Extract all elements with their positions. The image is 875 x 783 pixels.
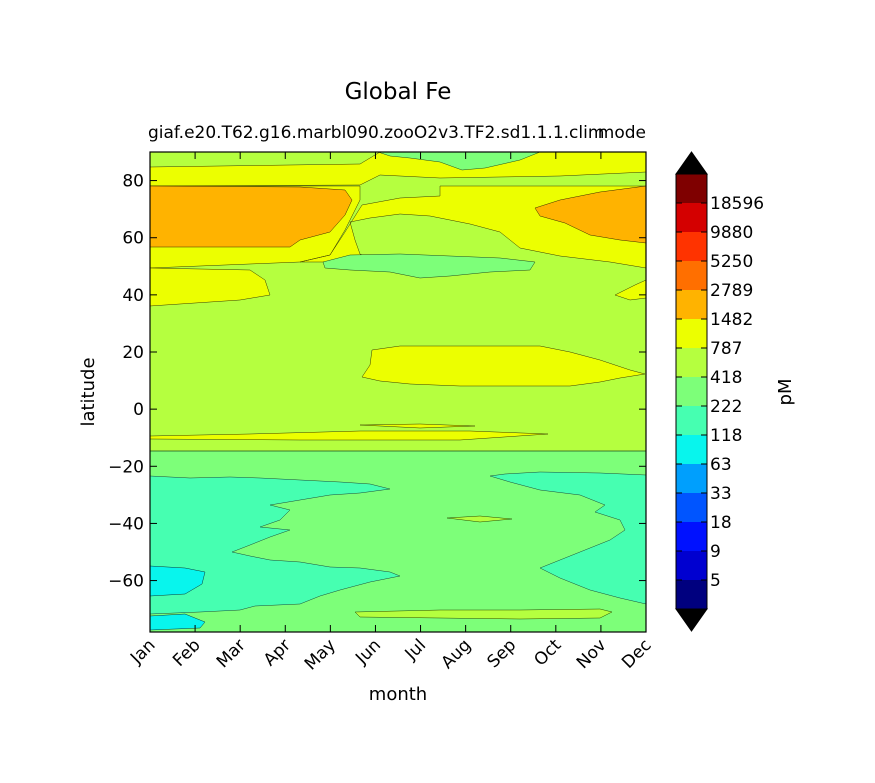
colorbar-level-label: 418 [710, 368, 742, 388]
colorbar-swatch [676, 261, 707, 290]
contour-787-1482-equator [150, 430, 549, 441]
y-axis-label: latitude [78, 357, 99, 426]
x-tick-label-mar: Mar [213, 635, 250, 672]
x-tick-label-jul: Jul [401, 635, 430, 664]
x-tick-label-nov: Nov [573, 635, 611, 673]
colorbar-swatch [676, 290, 707, 319]
colorbar-arrow-bottom [675, 608, 708, 632]
x-axis-label: month [369, 684, 427, 705]
contour-118-222-east [489, 471, 646, 605]
colorbar-level-label: 222 [710, 397, 742, 417]
colorbar-level-label: 118 [710, 426, 742, 446]
x-tick-label-sep: Sep [483, 635, 520, 672]
x-tick-label-apr: Apr [260, 635, 295, 670]
contour-418-787-aug [446, 515, 513, 523]
colorbar-arrow-top [675, 151, 708, 175]
contour-222-418-lens [322, 253, 536, 279]
colorbar-swatch [676, 319, 707, 348]
colorbar-level-label: 33 [710, 484, 732, 504]
contour-787-1482-equator-thin [359, 423, 476, 429]
y-tick-label: −20 [108, 457, 144, 477]
x-tick-label-dec: Dec [618, 635, 655, 672]
colorbar-level-label: 9 [710, 542, 721, 562]
colorbar-swatch [676, 464, 707, 493]
colorbar-swatch [676, 493, 707, 522]
x-tick-label-oct: Oct [530, 635, 565, 670]
chart-title: Global Fe [345, 79, 452, 105]
colorbar-label: pM [775, 379, 796, 406]
contour-787-1482-mid-west [150, 267, 271, 307]
colorbar-swatch [676, 203, 707, 232]
colorbar-level-label: 2789 [710, 281, 753, 301]
colorbar-swatch [676, 348, 707, 377]
y-tick-label: 80 [122, 172, 144, 192]
contour-1482-2789-east [534, 185, 646, 244]
colorbar-level-label: 9880 [710, 223, 753, 243]
colorbar-level-label: 63 [710, 455, 732, 475]
chart-subtitle-right: mode [598, 123, 646, 143]
y-tick-label: −40 [108, 514, 144, 534]
colorbar-swatch [676, 580, 707, 609]
y-axis: 80 60 40 20 0 −20 −40 −60 [108, 172, 646, 592]
y-tick-label: 0 [133, 400, 144, 420]
colorbar-swatch [676, 377, 707, 406]
colorbar-swatch [676, 551, 707, 580]
colorbar: 18596 9880 5250 2789 1482 787 418 222 118 63 33 18 9… [675, 151, 764, 632]
y-tick-label: −60 [108, 572, 144, 592]
contour-787-1482-tropics [361, 345, 646, 387]
y-tick-label: 20 [122, 343, 144, 363]
contour-118-222-west [150, 475, 401, 615]
colorbar-level-label: 18596 [710, 194, 764, 214]
contour-787-1482-mid-east [614, 279, 646, 301]
y-tick-label: 60 [122, 229, 144, 249]
colorbar-level-label: 18 [710, 513, 732, 533]
colorbar-frame [675, 173, 708, 610]
y-tick-label: 40 [122, 286, 144, 306]
x-tick-label-jun: Jun [351, 635, 385, 669]
contour-63-118-jan-south [150, 613, 206, 631]
x-tick-label-may: May [301, 635, 340, 674]
colorbar-swatch [676, 522, 707, 551]
x-tick-label-jan: Jan [126, 635, 159, 668]
colorbar-level-label: 1482 [710, 310, 753, 330]
contour-222-418-arctic [377, 152, 541, 171]
colorbar-level-label: 5250 [710, 252, 753, 272]
contour-418-787-south [354, 608, 613, 620]
colorbar-swatch [676, 435, 707, 464]
x-tick-label-aug: Aug [438, 635, 476, 673]
x-tick-label-feb: Feb [169, 635, 204, 670]
plot-frame [149, 151, 647, 633]
chart-subtitle-left: giaf.e20.T62.g16.marbl090.zooO2v3.TF2.sd… [148, 123, 604, 143]
colorbar-level-label: 5 [710, 571, 721, 591]
contour-63-118-jan [150, 565, 206, 597]
contour-field [150, 152, 646, 632]
colorbar-swatch [676, 232, 707, 261]
colorbar-swatch [676, 406, 707, 435]
colorbar-swatch [676, 174, 707, 203]
contour-1482-2789-west [150, 185, 353, 248]
colorbar-level-label: 787 [710, 339, 742, 359]
